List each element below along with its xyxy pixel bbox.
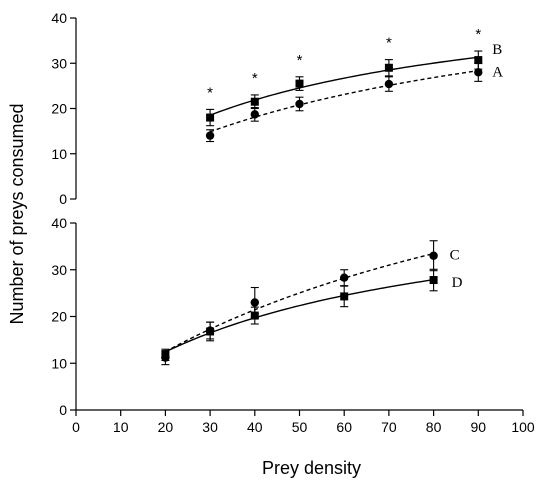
data-point-square: [161, 350, 170, 359]
series-label-A: A: [492, 64, 503, 80]
data-point-square: [429, 276, 438, 285]
significance-star: *: [475, 26, 481, 43]
data-point-square: [295, 79, 304, 88]
x-tick-label: 0: [72, 419, 80, 435]
y-tick-label: 10: [51, 355, 67, 371]
data-point-circle: [250, 298, 259, 307]
y-tick-label: 30: [51, 55, 67, 71]
x-tick-label: 90: [471, 419, 487, 435]
series-curve-C: [165, 252, 434, 353]
x-tick-label: 60: [336, 419, 352, 435]
y-tick-label: 0: [59, 191, 67, 207]
significance-star: *: [297, 52, 303, 69]
series-curve-B: [209, 56, 479, 116]
data-point-circle: [474, 68, 483, 77]
series-label-D: D: [452, 275, 463, 291]
series-curve-D: [165, 278, 434, 353]
data-point-circle: [295, 99, 304, 109]
data-point-square: [206, 327, 215, 336]
x-tick-label: 20: [158, 419, 174, 435]
data-point-circle: [340, 273, 349, 282]
x-tick-label: 80: [426, 419, 442, 435]
y-tick-label: 20: [51, 309, 67, 325]
data-point-square: [340, 292, 349, 301]
y-tick-label: 20: [51, 101, 67, 117]
x-tick-label: 70: [381, 419, 397, 435]
data-point-circle: [205, 131, 215, 140]
y-tick-label: 10: [51, 146, 67, 162]
x-tick-label: 50: [292, 419, 308, 435]
y-tick-label: 40: [51, 215, 67, 231]
significance-star: *: [207, 84, 213, 101]
data-point-square: [206, 113, 215, 122]
data-point-square: [250, 97, 259, 106]
x-tick-label: 10: [113, 419, 129, 435]
x-tick-label: 100: [511, 419, 535, 435]
x-tick-label: 40: [247, 419, 263, 435]
data-point-square: [384, 63, 393, 72]
x-axis-title: Prey density: [262, 458, 361, 478]
data-point-square: [250, 311, 259, 320]
y-tick-label: 40: [51, 10, 67, 26]
significance-star: *: [252, 70, 258, 87]
y-tick-label: 0: [59, 402, 67, 418]
data-point-circle: [429, 251, 438, 260]
y-tick-label: 30: [51, 262, 67, 278]
x-tick-label: 30: [202, 419, 218, 435]
data-point-square: [474, 56, 483, 65]
series-label-C: C: [450, 248, 460, 264]
y-axis-title: Number of preys consumed: [7, 103, 27, 324]
data-point-circle: [250, 110, 259, 119]
series-label-B: B: [492, 42, 502, 58]
significance-star: *: [386, 35, 392, 52]
data-point-circle: [384, 79, 394, 89]
